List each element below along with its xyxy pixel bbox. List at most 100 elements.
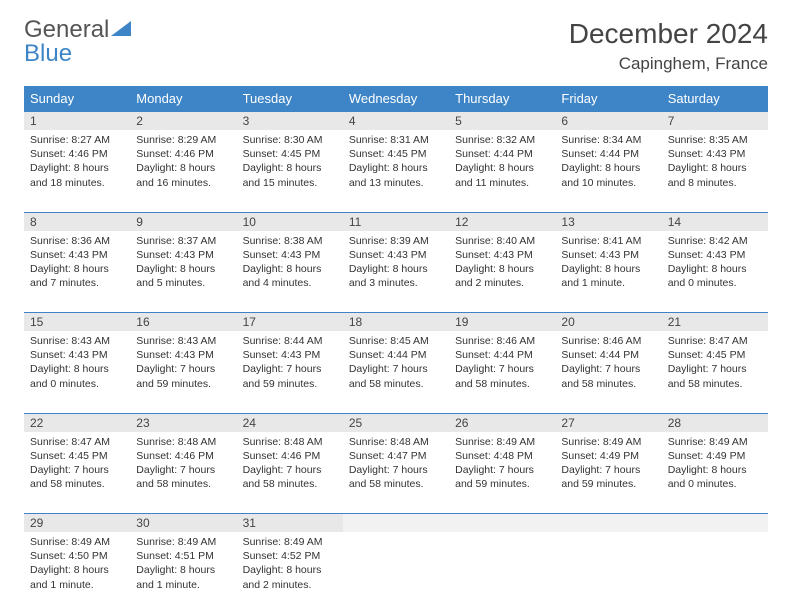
day-cell bbox=[555, 532, 661, 541]
day-number: 17 bbox=[237, 313, 343, 331]
day-cell: Sunrise: 8:46 AMSunset: 4:44 PMDaylight:… bbox=[555, 331, 661, 397]
weekday-header: Friday bbox=[555, 86, 661, 112]
sunrise-text: Sunrise: 8:42 AM bbox=[668, 234, 762, 248]
sunset-text: Sunset: 4:47 PM bbox=[349, 449, 443, 463]
daylight-text: Daylight: 8 hours and 8 minutes. bbox=[668, 161, 762, 189]
sunset-text: Sunset: 4:43 PM bbox=[561, 248, 655, 262]
daylight-text: Daylight: 7 hours and 58 minutes. bbox=[349, 362, 443, 390]
sunset-text: Sunset: 4:44 PM bbox=[349, 348, 443, 362]
daylight-text: Daylight: 8 hours and 2 minutes. bbox=[243, 563, 337, 591]
logo-part1: General bbox=[24, 16, 109, 43]
day-cell: Sunrise: 8:49 AMSunset: 4:51 PMDaylight:… bbox=[130, 532, 236, 598]
location-label: Capinghem, France bbox=[569, 54, 768, 74]
sunset-text: Sunset: 4:45 PM bbox=[243, 147, 337, 161]
daynum-row: 1234567 bbox=[24, 112, 768, 131]
day-cell: Sunrise: 8:29 AMSunset: 4:46 PMDaylight:… bbox=[130, 130, 236, 196]
daylight-text: Daylight: 7 hours and 59 minutes. bbox=[455, 463, 549, 491]
sunset-text: Sunset: 4:44 PM bbox=[561, 147, 655, 161]
sunrise-text: Sunrise: 8:49 AM bbox=[561, 435, 655, 449]
day-cell: Sunrise: 8:40 AMSunset: 4:43 PMDaylight:… bbox=[449, 231, 555, 297]
day-cell: Sunrise: 8:49 AMSunset: 4:48 PMDaylight:… bbox=[449, 432, 555, 498]
daylight-text: Daylight: 8 hours and 3 minutes. bbox=[349, 262, 443, 290]
weekday-header: Monday bbox=[130, 86, 236, 112]
day-number: 18 bbox=[343, 313, 449, 331]
calendar-table: SundayMondayTuesdayWednesdayThursdayFrid… bbox=[24, 86, 768, 614]
sunrise-text: Sunrise: 8:35 AM bbox=[668, 133, 762, 147]
daycell-row: Sunrise: 8:36 AMSunset: 4:43 PMDaylight:… bbox=[24, 231, 768, 313]
sunrise-text: Sunrise: 8:37 AM bbox=[136, 234, 230, 248]
sunrise-text: Sunrise: 8:49 AM bbox=[136, 535, 230, 549]
daynum-row: 891011121314 bbox=[24, 212, 768, 231]
day-number: 25 bbox=[343, 414, 449, 432]
day-number: 20 bbox=[555, 313, 661, 331]
day-number: 19 bbox=[449, 313, 555, 331]
sunset-text: Sunset: 4:45 PM bbox=[30, 449, 124, 463]
sunset-text: Sunset: 4:49 PM bbox=[561, 449, 655, 463]
day-number: 15 bbox=[24, 313, 130, 331]
sunrise-text: Sunrise: 8:45 AM bbox=[349, 334, 443, 348]
day-number: 24 bbox=[237, 414, 343, 432]
day-cell: Sunrise: 8:41 AMSunset: 4:43 PMDaylight:… bbox=[555, 231, 661, 297]
day-cell: Sunrise: 8:48 AMSunset: 4:47 PMDaylight:… bbox=[343, 432, 449, 498]
sunset-text: Sunset: 4:52 PM bbox=[243, 549, 337, 563]
daylight-text: Daylight: 7 hours and 58 minutes. bbox=[668, 362, 762, 390]
day-cell: Sunrise: 8:44 AMSunset: 4:43 PMDaylight:… bbox=[237, 331, 343, 397]
logo-part2: Blue bbox=[24, 40, 72, 67]
day-cell bbox=[343, 532, 449, 541]
daylight-text: Daylight: 7 hours and 58 minutes. bbox=[243, 463, 337, 491]
sunset-text: Sunset: 4:49 PM bbox=[668, 449, 762, 463]
daycell-row: Sunrise: 8:47 AMSunset: 4:45 PMDaylight:… bbox=[24, 432, 768, 514]
daylight-text: Daylight: 8 hours and 15 minutes. bbox=[243, 161, 337, 189]
sunrise-text: Sunrise: 8:49 AM bbox=[243, 535, 337, 549]
day-number: 10 bbox=[237, 213, 343, 231]
day-number: 26 bbox=[449, 414, 555, 432]
daylight-text: Daylight: 8 hours and 18 minutes. bbox=[30, 161, 124, 189]
daylight-text: Daylight: 8 hours and 1 minute. bbox=[30, 563, 124, 591]
day-number: 6 bbox=[555, 112, 661, 130]
day-number: 9 bbox=[130, 213, 236, 231]
logo: General Blue bbox=[24, 18, 133, 66]
day-cell: Sunrise: 8:30 AMSunset: 4:45 PMDaylight:… bbox=[237, 130, 343, 196]
daylight-text: Daylight: 7 hours and 58 minutes. bbox=[561, 362, 655, 390]
sunrise-text: Sunrise: 8:32 AM bbox=[455, 133, 549, 147]
weekday-header: Wednesday bbox=[343, 86, 449, 112]
sunset-text: Sunset: 4:46 PM bbox=[243, 449, 337, 463]
sunset-text: Sunset: 4:46 PM bbox=[30, 147, 124, 161]
title-block: December 2024 Capinghem, France bbox=[569, 18, 768, 74]
sunrise-text: Sunrise: 8:43 AM bbox=[30, 334, 124, 348]
day-number: 22 bbox=[24, 414, 130, 432]
day-cell: Sunrise: 8:49 AMSunset: 4:49 PMDaylight:… bbox=[555, 432, 661, 498]
day-number: 23 bbox=[130, 414, 236, 432]
daylight-text: Daylight: 7 hours and 59 minutes. bbox=[136, 362, 230, 390]
daylight-text: Daylight: 7 hours and 58 minutes. bbox=[30, 463, 124, 491]
day-cell: Sunrise: 8:42 AMSunset: 4:43 PMDaylight:… bbox=[662, 231, 768, 297]
month-title: December 2024 bbox=[569, 18, 768, 50]
day-cell: Sunrise: 8:45 AMSunset: 4:44 PMDaylight:… bbox=[343, 331, 449, 397]
day-number: 3 bbox=[237, 112, 343, 130]
sunset-text: Sunset: 4:43 PM bbox=[349, 248, 443, 262]
daycell-row: Sunrise: 8:27 AMSunset: 4:46 PMDaylight:… bbox=[24, 130, 768, 212]
sunrise-text: Sunrise: 8:39 AM bbox=[349, 234, 443, 248]
day-cell: Sunrise: 8:49 AMSunset: 4:52 PMDaylight:… bbox=[237, 532, 343, 598]
daylight-text: Daylight: 8 hours and 2 minutes. bbox=[455, 262, 549, 290]
day-number bbox=[343, 514, 449, 532]
day-cell: Sunrise: 8:48 AMSunset: 4:46 PMDaylight:… bbox=[237, 432, 343, 498]
day-cell: Sunrise: 8:34 AMSunset: 4:44 PMDaylight:… bbox=[555, 130, 661, 196]
sunset-text: Sunset: 4:46 PM bbox=[136, 147, 230, 161]
day-number: 16 bbox=[130, 313, 236, 331]
day-cell: Sunrise: 8:47 AMSunset: 4:45 PMDaylight:… bbox=[662, 331, 768, 397]
day-number: 30 bbox=[130, 514, 236, 532]
day-number: 2 bbox=[130, 112, 236, 130]
sunrise-text: Sunrise: 8:47 AM bbox=[30, 435, 124, 449]
sunset-text: Sunset: 4:46 PM bbox=[136, 449, 230, 463]
sunset-text: Sunset: 4:44 PM bbox=[561, 348, 655, 362]
weekday-header: Sunday bbox=[24, 86, 130, 112]
day-number: 14 bbox=[662, 213, 768, 231]
sunset-text: Sunset: 4:43 PM bbox=[243, 348, 337, 362]
sunset-text: Sunset: 4:43 PM bbox=[30, 348, 124, 362]
sunrise-text: Sunrise: 8:40 AM bbox=[455, 234, 549, 248]
sunset-text: Sunset: 4:44 PM bbox=[455, 147, 549, 161]
day-number bbox=[662, 514, 768, 532]
day-cell: Sunrise: 8:37 AMSunset: 4:43 PMDaylight:… bbox=[130, 231, 236, 297]
day-cell: Sunrise: 8:39 AMSunset: 4:43 PMDaylight:… bbox=[343, 231, 449, 297]
